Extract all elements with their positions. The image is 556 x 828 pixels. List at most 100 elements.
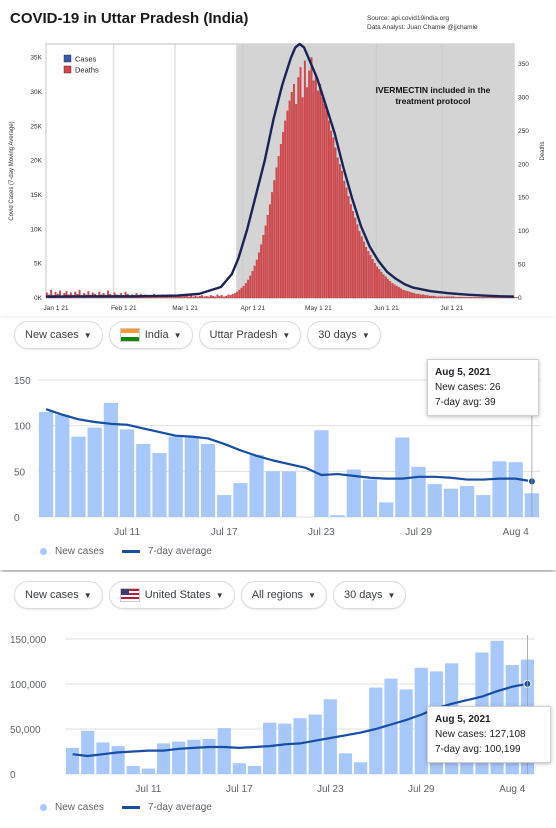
death-bar	[347, 196, 350, 299]
india-cases-chart[interactable]: 0 50 100 150 Jul 11 Jul 17 Jul 23 Jul 29 Aug 4	[0, 318, 556, 570]
new-cases-bar	[460, 485, 475, 517]
new-cases-bar	[187, 739, 201, 774]
death-bar	[472, 297, 475, 299]
death-bar	[317, 90, 319, 299]
death-bar	[457, 297, 459, 299]
region-dropdown[interactable]: Uttar Pradesh ▼	[198, 321, 302, 349]
legend-deaths-label: Deaths	[75, 66, 99, 75]
death-bar	[330, 130, 333, 299]
death-bar	[478, 297, 481, 299]
death-bar	[74, 291, 77, 299]
death-bar	[373, 263, 376, 299]
annotation-text: IVERMECTIN included in the	[376, 85, 491, 95]
death-bar	[268, 204, 271, 299]
y-axis-label: Covid Cases (7-day Moving Average)	[9, 121, 15, 220]
death-bar	[516, 297, 518, 299]
new-cases-bar	[323, 699, 337, 774]
new-cases-bar	[103, 402, 118, 517]
caret-down-icon: ▼	[308, 590, 316, 600]
chart-legend: New cases 7-day average	[40, 802, 212, 813]
death-bar	[107, 290, 109, 299]
new-cases-bar	[281, 471, 297, 517]
death-bar	[402, 289, 405, 299]
tooltip-cases: New cases: 127,108	[435, 729, 526, 740]
death-bar	[481, 297, 483, 299]
death-bar	[301, 97, 304, 299]
death-bar	[363, 241, 365, 299]
range-dropdown[interactable]: 30 days ▼	[307, 321, 381, 349]
metric-dropdown[interactable]: New cases ▼	[14, 581, 103, 609]
new-cases-bar	[476, 495, 491, 517]
death-bar	[474, 297, 477, 299]
death-bar	[452, 296, 455, 299]
death-bar	[321, 97, 324, 299]
death-bar	[192, 296, 195, 299]
caret-down-icon: ▼	[83, 590, 92, 600]
new-cases-bar	[119, 429, 135, 517]
new-cases-bar	[136, 443, 151, 517]
filter-bar: New cases ▼ India ▼ Uttar Pradesh ▼ 30 days…	[14, 321, 381, 349]
y2-tick-label: 250	[518, 128, 529, 135]
analyst-line: Data Analyst: Juan Chamie @jjchamie	[367, 24, 478, 31]
death-bar	[87, 291, 90, 299]
death-bar	[356, 224, 359, 299]
death-bar	[212, 295, 214, 299]
death-bar	[443, 296, 446, 299]
death-bar	[260, 244, 263, 299]
y2-tick-label: 0	[518, 295, 522, 302]
range-dropdown[interactable]: 30 days ▼	[332, 581, 407, 609]
hover-tooltip: Aug 5, 2021 New cases: 26 7-day avg: 39	[427, 359, 539, 416]
new-cases-bar	[362, 479, 378, 517]
new-cases-bar	[278, 723, 292, 774]
caret-down-icon: ▼	[215, 590, 224, 600]
death-bar	[275, 167, 278, 299]
death-bar	[378, 269, 381, 299]
new-cases-bar	[414, 667, 428, 774]
caret-down-icon: ▼	[83, 330, 92, 340]
india-cases-panel: New cases ▼ India ▼ Uttar Pradesh ▼ 30 days…	[0, 318, 556, 570]
death-bar	[367, 251, 370, 299]
death-bar	[463, 297, 466, 299]
death-bar	[323, 104, 326, 299]
new-cases-bar	[330, 515, 345, 517]
new-cases-bar	[338, 753, 353, 774]
death-bar	[247, 279, 249, 299]
range-label: 30 days	[343, 589, 383, 601]
us-cases-chart[interactable]: 0 50,000 100,000 150,000 Jul 11 Jul 17 Jul 23 J…	[0, 572, 556, 828]
death-bar	[411, 292, 413, 299]
us-cases-panel: New cases ▼ United States ▼ All regions ▼ 3…	[0, 572, 556, 828]
y-tick-label: 30K	[30, 89, 42, 96]
x-tick-label: Jul 23	[317, 784, 344, 795]
death-bar	[314, 73, 317, 299]
death-bar	[279, 144, 282, 299]
new-cases-bar	[217, 495, 232, 517]
death-bar	[209, 295, 212, 299]
death-bar	[45, 292, 48, 299]
death-bar	[496, 297, 499, 299]
country-dropdown[interactable]: United States ▼	[108, 581, 235, 609]
new-cases-bar	[172, 741, 186, 774]
uttar-pradesh-chart-panel: COVID-19 in Uttar Pradesh (India) Source…	[0, 0, 556, 318]
metric-dropdown[interactable]: New cases ▼	[14, 321, 103, 349]
x-tick-label: Mar 1 21	[172, 305, 198, 312]
death-bar	[406, 291, 409, 299]
death-bar	[404, 290, 407, 299]
new-cases-bar	[111, 746, 125, 774]
new-cases-bar	[427, 484, 442, 517]
death-bar	[223, 296, 225, 299]
death-bar	[253, 265, 256, 299]
death-bar	[439, 296, 442, 299]
death-bar	[306, 87, 308, 299]
y-tick-label: 25K	[30, 123, 42, 130]
hover-tooltip: Aug 5, 2021 New cases: 127,108 7-day avg…	[427, 706, 551, 763]
death-bar	[185, 295, 188, 299]
death-bar	[188, 296, 190, 299]
country-dropdown[interactable]: India ▼	[108, 321, 193, 349]
death-bar	[338, 164, 341, 299]
new-cases-bar	[96, 742, 110, 774]
new-cases-bar	[202, 738, 216, 774]
new-cases-bar	[217, 728, 231, 774]
new-cases-bar	[508, 462, 523, 517]
region-dropdown[interactable]: All regions ▼	[240, 581, 327, 609]
caret-down-icon: ▼	[282, 330, 291, 340]
